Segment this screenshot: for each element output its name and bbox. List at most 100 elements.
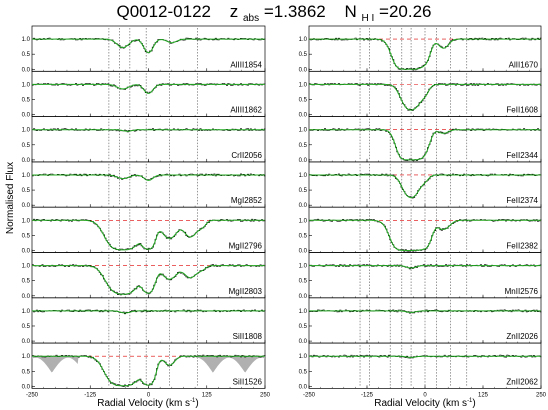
x-tick-label: -250 xyxy=(303,392,316,398)
y-tick-label: 0.0 xyxy=(299,384,308,390)
model-fit xyxy=(309,83,541,111)
y-tick-label: 0.5 xyxy=(22,188,31,194)
model-fit xyxy=(309,310,541,313)
x-axis-label-right-end: ) xyxy=(472,398,475,409)
x-tick-label: 0 xyxy=(423,392,427,398)
y-tick-label: 0.0 xyxy=(22,294,31,300)
title-n-value: =20.26 xyxy=(379,2,431,21)
flux-data xyxy=(309,354,542,359)
y-tick-label: 0.0 xyxy=(299,249,308,255)
y-tick-label: 0.5 xyxy=(22,143,31,149)
model-fit xyxy=(32,219,265,251)
x-tick-label: 250 xyxy=(536,392,547,398)
y-tick-label: 0.5 xyxy=(22,233,31,239)
y-tick-label: 0.5 xyxy=(299,52,308,58)
panel-feii1608: 0.0 0.5 1.0 FeII1608 xyxy=(299,70,542,119)
panel-mnii2576: 0.0 0.5 1.0 MnII2576 xyxy=(299,252,542,300)
y-tick-label: 0.5 xyxy=(299,233,308,239)
panel-mgii2796: 0.0 0.5 1.0 MgII2796 xyxy=(22,206,266,255)
x-axis-label-right: Radial Velocity (km s-1) xyxy=(374,398,476,409)
y-axis-label: Normalised Flux xyxy=(5,162,16,234)
title-n-sub: H I xyxy=(362,13,375,24)
model-fit xyxy=(32,129,265,132)
panel-aliii1854: 0.0 0.5 1.0 AlIII1854 xyxy=(22,25,266,73)
ion-label: FeII1608 xyxy=(506,106,538,115)
ion-label: FeII2374 xyxy=(506,196,538,205)
x-axis-label-right-sup: -1 xyxy=(467,398,473,404)
panel-siii1808: 0.0 0.5 1.0 SiII1808 xyxy=(22,297,266,345)
y-tick-label: 0.0 xyxy=(299,339,308,345)
y-tick-label: 0.0 xyxy=(299,158,308,164)
x-tick-label: -125 xyxy=(84,392,97,398)
panel-frame xyxy=(31,297,266,344)
y-tick-label: 0.5 xyxy=(22,52,31,58)
model-fit xyxy=(32,310,265,314)
y-tick-label: 1.0 xyxy=(299,264,308,270)
panel-feii2374: 0.0 0.5 1.0 FeII2374 xyxy=(299,161,542,209)
panel-aliii1862: 0.0 0.5 1.0 AlIII1862 xyxy=(22,70,266,119)
y-tick-label: 1.0 xyxy=(22,309,31,315)
y-tick-label: 0.0 xyxy=(299,203,308,209)
y-tick-label: 0.5 xyxy=(299,97,308,103)
y-tick-label: 1.0 xyxy=(22,128,31,134)
y-tick-label: 0.5 xyxy=(299,324,308,330)
x-axis-label-left: Radial Velocity (km s-1) xyxy=(97,398,199,409)
y-tick-label: 0.0 xyxy=(22,113,31,119)
y-tick-label: 1.0 xyxy=(299,37,308,43)
y-tick-label: 0.0 xyxy=(22,203,31,209)
ion-label: ZnII2062 xyxy=(506,377,538,386)
y-tick-label: 0.5 xyxy=(22,324,31,330)
y-tick-label: 0.0 xyxy=(299,113,308,119)
x-tick-label: -125 xyxy=(361,392,374,398)
y-tick-label: 0.0 xyxy=(299,67,308,73)
title-z-value: =1.3862 xyxy=(264,2,326,21)
x-axis-label-left-main: Radial Velocity (km s xyxy=(97,398,190,409)
ion-label: AlIII1862 xyxy=(230,106,262,115)
model-fit xyxy=(32,174,265,181)
y-tick-label: 1.0 xyxy=(299,173,308,179)
x-tick-label: 125 xyxy=(202,392,213,398)
ion-label: ZnII2026 xyxy=(506,332,538,341)
figure-title: Q0012-0122 z abs =1.3862 N H I =20.26 xyxy=(116,2,431,25)
model-fit xyxy=(309,265,541,269)
ion-label: SiII1808 xyxy=(233,332,263,341)
title-object: Q0012-0122 xyxy=(116,2,211,21)
model-fit xyxy=(32,38,265,54)
panel-alii1670: 0.0 0.5 1.0 AlII1670 xyxy=(299,25,542,73)
model-fit xyxy=(309,355,541,358)
ion-label: SiII1526 xyxy=(233,377,263,386)
y-tick-label: 1.0 xyxy=(299,128,308,134)
x-tick-label: -250 xyxy=(26,392,39,398)
y-tick-label: 1.0 xyxy=(299,309,308,315)
y-tick-label: 1.0 xyxy=(299,218,308,224)
y-tick-label: 0.0 xyxy=(22,249,31,255)
flux-data xyxy=(32,37,266,54)
y-tick-label: 0.0 xyxy=(22,384,31,390)
model-fit xyxy=(32,83,265,94)
x-tick-label: 250 xyxy=(260,392,271,398)
panel-frame xyxy=(31,342,266,389)
y-tick-label: 1.0 xyxy=(22,173,31,179)
panel-feii2382: 0.0 0.5 1.0 FeII2382 xyxy=(299,206,542,255)
y-tick-label: 1.0 xyxy=(22,218,31,224)
title-z-label: z xyxy=(230,2,239,21)
x-axis-label-left-sup: -1 xyxy=(190,398,196,404)
y-tick-label: 1.0 xyxy=(22,37,31,43)
y-tick-label: 0.5 xyxy=(299,369,308,375)
y-tick-label: 0.5 xyxy=(22,97,31,103)
flux-data xyxy=(32,354,266,387)
y-tick-label: 0.5 xyxy=(299,188,308,194)
x-axis-label-left-end: ) xyxy=(195,398,198,409)
ion-label: AlII1670 xyxy=(509,60,539,69)
model-fit xyxy=(309,129,541,161)
panel-mgi2852: 0.0 0.5 1.0 MgI2852 xyxy=(22,161,266,209)
flux-data xyxy=(309,37,542,71)
y-tick-label: 0.0 xyxy=(299,294,308,300)
ion-label: MgII2803 xyxy=(229,287,263,296)
ion-label: MgI2852 xyxy=(231,196,263,205)
y-tick-label: 0.0 xyxy=(22,339,31,345)
y-tick-label: 1.0 xyxy=(299,82,308,88)
blend-fill xyxy=(32,356,265,373)
y-tick-label: 0.5 xyxy=(22,369,31,375)
